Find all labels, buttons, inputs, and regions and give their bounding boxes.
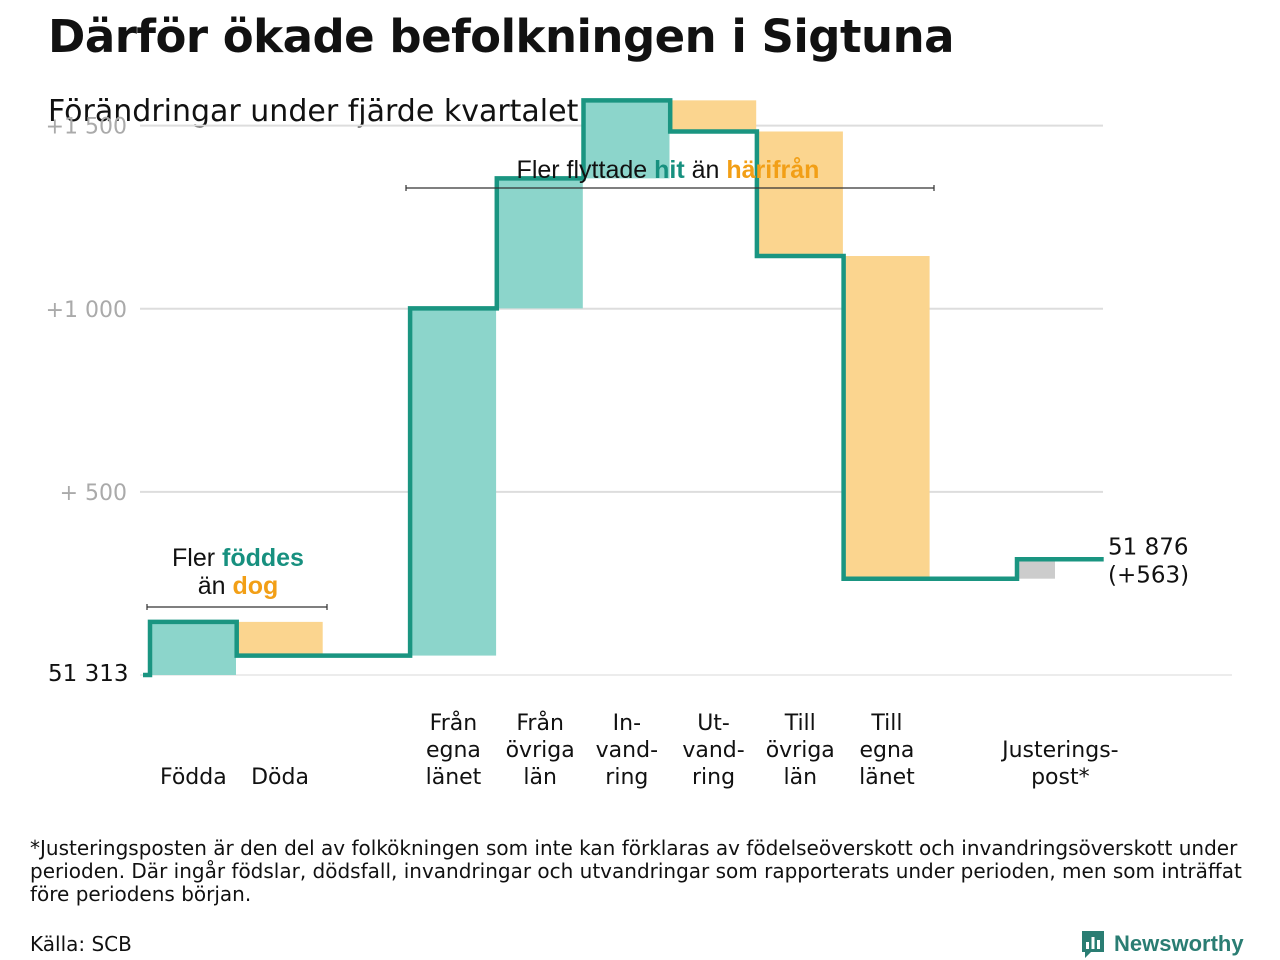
- category-label: Från: [516, 710, 564, 736]
- svg-text:Fler flyttade hit än härifrån: Fler flyttade hit än härifrån: [517, 156, 820, 184]
- bar-increase: [496, 178, 583, 309]
- y-tick-label: + 500: [60, 481, 127, 506]
- chart-subtitle: Förändringar under fjärde kvartalet 2022: [48, 94, 665, 129]
- category-label: Döda: [251, 765, 309, 790]
- bar-adjustment: [1017, 559, 1055, 579]
- grid-lines: [140, 124, 1232, 676]
- start-value-label: 51 313: [48, 661, 128, 687]
- category-label: In-: [613, 711, 641, 736]
- category-label: Till: [870, 711, 902, 736]
- category-label: ring: [605, 765, 648, 790]
- category-label: länet: [426, 765, 482, 790]
- category-label: länet: [859, 765, 915, 790]
- end-change-label: (+563): [1108, 562, 1189, 588]
- bar-decrease: [756, 131, 843, 257]
- chart-title: Därför ökade befolkningen i Sigtuna: [48, 10, 954, 63]
- category-label: övriga: [506, 738, 575, 763]
- category-label: Till: [784, 711, 816, 736]
- bar-increase: [410, 308, 497, 656]
- births-annotation-prefix: Fler: [172, 544, 222, 572]
- y-axis-ticks: + 500 +1 000 +1 500: [46, 115, 127, 506]
- migration-annotation-middle: än: [685, 156, 727, 184]
- category-label: egna: [426, 738, 481, 763]
- deaths-annotation-prefix: än: [198, 572, 233, 600]
- category-label: egna: [859, 738, 914, 763]
- category-label: post*: [1031, 765, 1090, 790]
- migration-annotation-prefix: Fler flyttade: [517, 156, 655, 184]
- bar-increase: [150, 621, 236, 675]
- end-value-label: 51 876: [1108, 534, 1188, 560]
- bar-chart-speech-bubble-icon: [1082, 931, 1104, 958]
- category-label: ring: [692, 765, 735, 790]
- category-labels: Födda DödaFrånegnalänetFrånövrigalänIn-va…: [160, 710, 1119, 790]
- y-tick-label: +1 000: [46, 298, 127, 323]
- svg-text:Fler föddes: Fler föddes: [172, 544, 304, 572]
- category-label: vand-: [682, 738, 744, 763]
- births-annotation-highlight: föddes: [222, 544, 304, 572]
- migration-bracket: [405, 185, 935, 191]
- category-label: vand-: [596, 738, 658, 763]
- migration-annotation-hit: hit: [654, 156, 685, 184]
- bar-decrease: [670, 100, 757, 132]
- category-label: län: [523, 765, 557, 790]
- running-total-path: [143, 98, 1104, 678]
- svg-text:än dog: än dog: [198, 572, 279, 600]
- bar-increase: [583, 100, 670, 179]
- footnote: *Justeringsposten är den del av folkökni…: [30, 836, 1242, 906]
- running-total-line: [143, 98, 1104, 678]
- migration-annotation-harifran: härifrån: [726, 156, 819, 184]
- category-label: Justerings-: [1000, 738, 1119, 763]
- bar-decrease: [236, 621, 323, 656]
- deaths-annotation-highlight: dog: [232, 572, 278, 600]
- bar-decrease: [843, 256, 930, 579]
- y-tick-label: +1 500: [46, 115, 127, 140]
- source-note: Källa: SCB: [30, 932, 132, 956]
- births-bracket: [146, 604, 328, 610]
- waterfall-chart: + 500+1 000+1 500 Födda DödaFrånegnalänet…: [46, 98, 1232, 790]
- category-label: övriga: [766, 738, 835, 763]
- migration-annotation: Fler flyttade hit än härifrån: [405, 156, 935, 191]
- births-annotation: Fler föddes än dog: [146, 544, 328, 610]
- category-label: Ut-: [697, 711, 730, 736]
- bars: [150, 100, 1055, 675]
- category-label: Från: [430, 710, 478, 736]
- brand-logo: Newsworthy: [1080, 929, 1244, 959]
- category-label: Födda: [160, 765, 227, 790]
- category-label: län: [783, 765, 817, 790]
- brand-name: Newsworthy: [1114, 931, 1244, 956]
